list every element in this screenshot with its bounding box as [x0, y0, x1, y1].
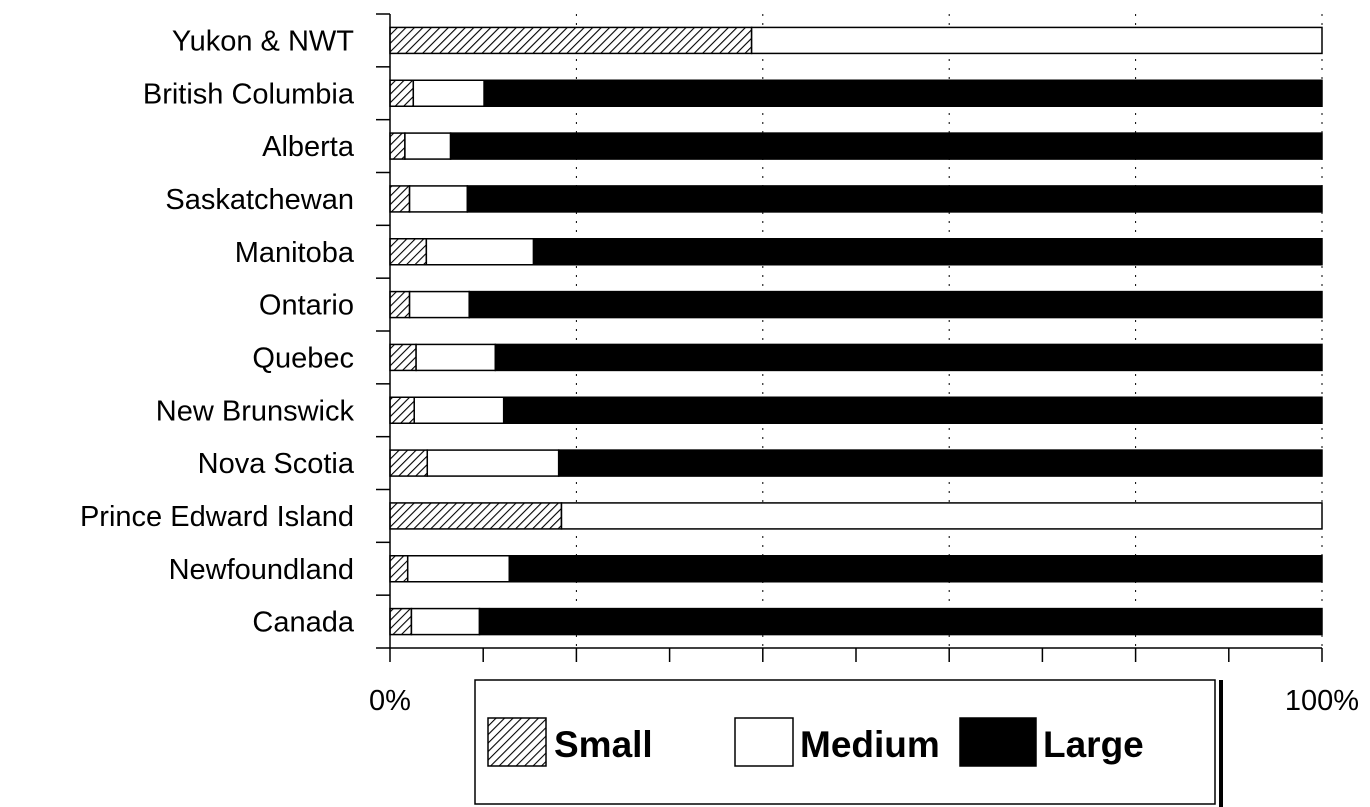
category-label: New Brunswick: [156, 395, 355, 427]
category-label: Yukon & NWT: [172, 25, 354, 57]
legend-swatch-large: [959, 717, 1037, 767]
bar-medium: [560, 502, 1323, 530]
bar-small: [389, 185, 411, 213]
bar-small: [389, 396, 415, 424]
bar-small: [389, 26, 753, 55]
bars: [389, 26, 1323, 636]
category-label: Newfoundland: [169, 554, 354, 586]
bar-large: [449, 132, 1323, 160]
bar-medium: [426, 449, 560, 477]
bar-medium: [406, 555, 511, 583]
bar-medium: [413, 396, 505, 424]
category-label: Ontario: [259, 290, 354, 322]
grid-lines: [575, 14, 1323, 648]
bar-large: [478, 607, 1323, 636]
bar-large: [502, 396, 1323, 424]
bar-small: [389, 555, 409, 583]
legend-swatch-small: [487, 717, 547, 767]
bar-large: [466, 185, 1323, 213]
category-label: Manitoba: [235, 237, 355, 269]
bar-medium: [404, 132, 452, 160]
bar-large: [532, 238, 1323, 266]
bar-medium: [412, 79, 485, 107]
bar-small: [389, 290, 411, 319]
category-label: British Columbia: [143, 78, 355, 110]
bar-large: [494, 343, 1323, 372]
bar-medium: [415, 343, 497, 372]
bar-small: [389, 343, 417, 372]
legend: Small Medium Large: [474, 679, 1223, 807]
legend-label-small: Small: [554, 724, 653, 765]
bar-small: [389, 79, 415, 107]
x-tick-label: 100%: [1285, 685, 1359, 717]
bar-small: [389, 238, 428, 266]
bar-large: [483, 79, 1323, 107]
bar-medium: [750, 26, 1323, 55]
bar-large: [468, 290, 1323, 319]
bar-small: [389, 449, 429, 477]
bar-small: [389, 502, 563, 530]
x-tick-label: 0%: [369, 685, 411, 717]
category-label: Nova Scotia: [198, 448, 355, 480]
bar-small: [389, 132, 406, 160]
category-label: Prince Edward Island: [80, 501, 354, 533]
bar-large: [508, 555, 1323, 583]
bar-large: [557, 449, 1323, 477]
legend-label-large: Large: [1043, 724, 1144, 765]
axes: [376, 13, 1323, 662]
legend-swatch-medium: [734, 717, 794, 767]
legend-label-medium: Medium: [800, 724, 940, 765]
bar-small: [389, 607, 413, 636]
category-label: Canada: [252, 607, 354, 639]
category-label: Saskatchewan: [165, 184, 354, 216]
bar-medium: [408, 290, 470, 319]
bar-medium: [408, 185, 469, 213]
category-label: Quebec: [252, 342, 354, 374]
category-labels: Yukon & NWT British Columbia Alberta Saskat…: [80, 25, 355, 638]
legend-box: [474, 679, 1216, 805]
category-label: Alberta: [262, 131, 355, 163]
bar-medium: [425, 238, 535, 266]
bar-medium: [410, 607, 481, 636]
